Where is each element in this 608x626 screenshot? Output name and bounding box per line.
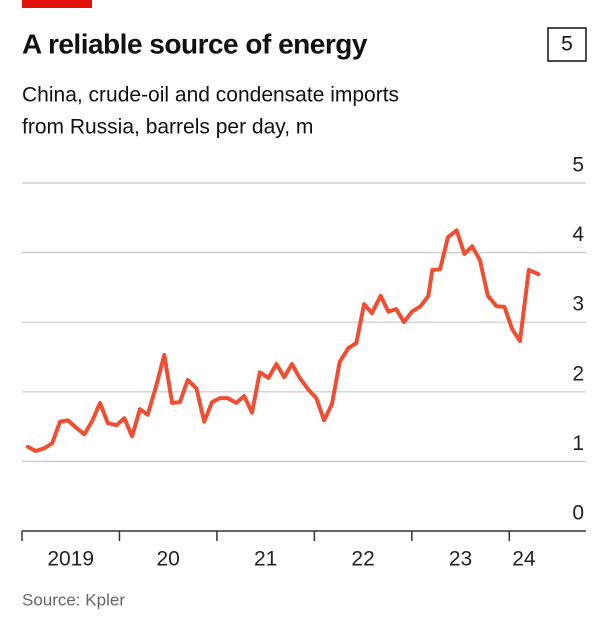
y-tick-label: 0 [572, 502, 584, 525]
x-tick-label: 21 [254, 548, 277, 571]
brand-bar [22, 0, 92, 8]
y-tick-label: 4 [572, 223, 584, 246]
y-tick-label: 5 [572, 154, 584, 177]
x-tick-label: 20 [157, 548, 180, 571]
data-line [25, 228, 541, 453]
chart-number: 5 [561, 33, 573, 56]
subtitle: China, crude-oil and condensate imports [22, 84, 399, 107]
y-tick-label: 3 [572, 293, 584, 316]
y-tick-label: 1 [572, 432, 584, 455]
y-tick-label: 2 [572, 362, 584, 385]
x-tick-label: 22 [351, 548, 374, 571]
subtitle: from Russia, barrels per day, m [22, 116, 313, 139]
x-tick-label: 24 [512, 548, 536, 571]
source: Source: Kpler [22, 590, 125, 609]
chart-number-box [547, 27, 587, 62]
chart-title: A reliable source of energy [22, 28, 368, 59]
x-tick-label: 2019 [47, 548, 94, 571]
x-tick-label: 23 [449, 548, 472, 571]
